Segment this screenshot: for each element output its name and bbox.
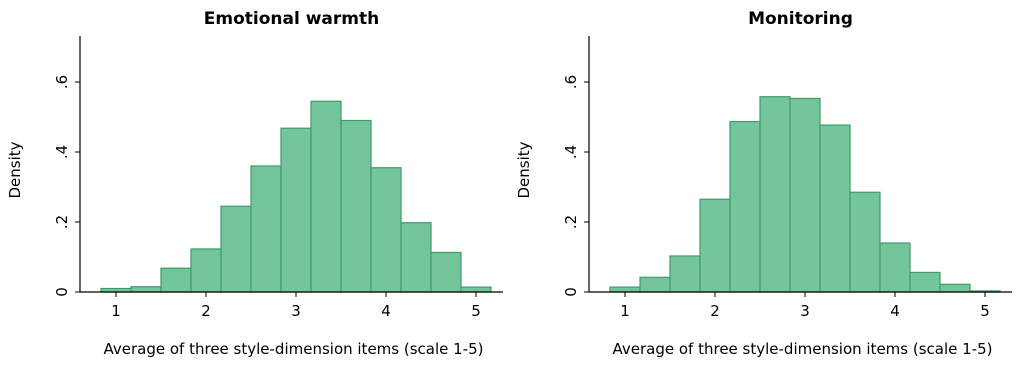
histogram-bar (130, 286, 162, 293)
histogram-bar (699, 198, 731, 293)
x-tick-label: 2 (710, 302, 720, 320)
y-axis-label: Density (6, 141, 24, 198)
histogram-bar (400, 222, 432, 293)
y-tick-label: .2 (53, 215, 71, 229)
x-tick-label: 3 (291, 302, 301, 320)
y-tick-label: .6 (562, 75, 580, 89)
x-axis-label: Average of three style-dimension items (… (104, 340, 484, 358)
histogram-bar (819, 124, 851, 293)
x-tick-label: 5 (980, 302, 990, 320)
chart-svg-monitoring: Monitoring 1 2 3 4 5 0 .2 .4 .6 Average of three s… (515, 9, 1012, 358)
histogram-bar (879, 242, 911, 293)
y-tick-label: .4 (53, 145, 71, 159)
chart-title: Emotional warmth (204, 9, 379, 29)
y-tick-label: 0 (562, 287, 580, 297)
histogram-bar (729, 120, 761, 293)
histogram-bar (939, 283, 971, 293)
x-tick-label: 4 (381, 302, 391, 320)
y-axis-label: Density (515, 141, 533, 198)
y-tick-label: .6 (53, 75, 71, 89)
histogram-bar (669, 255, 701, 293)
chart-svg-emotional-warmth: Emotional warmth 1 2 3 4 5 0 .2 .4 .6 Average of t… (6, 9, 503, 358)
histogram-bar (639, 276, 671, 293)
histogram-bar (190, 248, 222, 293)
x-tick-label: 1 (620, 302, 630, 320)
y-tick-label: .2 (562, 215, 580, 229)
histogram-bar (759, 96, 791, 293)
histogram-bar (789, 97, 821, 293)
x-tick-label: 1 (111, 302, 121, 320)
x-tick-label: 3 (800, 302, 810, 320)
x-axis-label: Average of three style-dimension items (… (613, 340, 993, 358)
histogram-bar (220, 205, 252, 293)
histogram-bar (250, 165, 282, 293)
y-tick-label: .4 (562, 145, 580, 159)
x-tick-label: 5 (471, 302, 481, 320)
histogram-bar (370, 167, 402, 293)
histogram-bar (430, 251, 462, 293)
histogram-bar (460, 286, 492, 293)
x-tick-label: 2 (201, 302, 211, 320)
chart-emotional-warmth: Emotional warmth 1 2 3 4 5 0 .2 .4 .6 Average of t… (6, 9, 503, 358)
chart-title: Monitoring (748, 9, 853, 29)
y-tick-label: 0 (53, 287, 71, 297)
histogram-bar (849, 191, 881, 293)
histogram-bar (280, 127, 312, 293)
histogram-bar (340, 119, 372, 293)
histogram-bar (310, 100, 342, 293)
histogram-bar (160, 267, 192, 293)
chart-monitoring: Monitoring 1 2 3 4 5 0 .2 .4 .6 Average of three s… (509, 0, 1018, 365)
x-tick-label: 4 (890, 302, 900, 320)
histogram-bar (609, 286, 641, 293)
histogram-bar (909, 271, 941, 293)
